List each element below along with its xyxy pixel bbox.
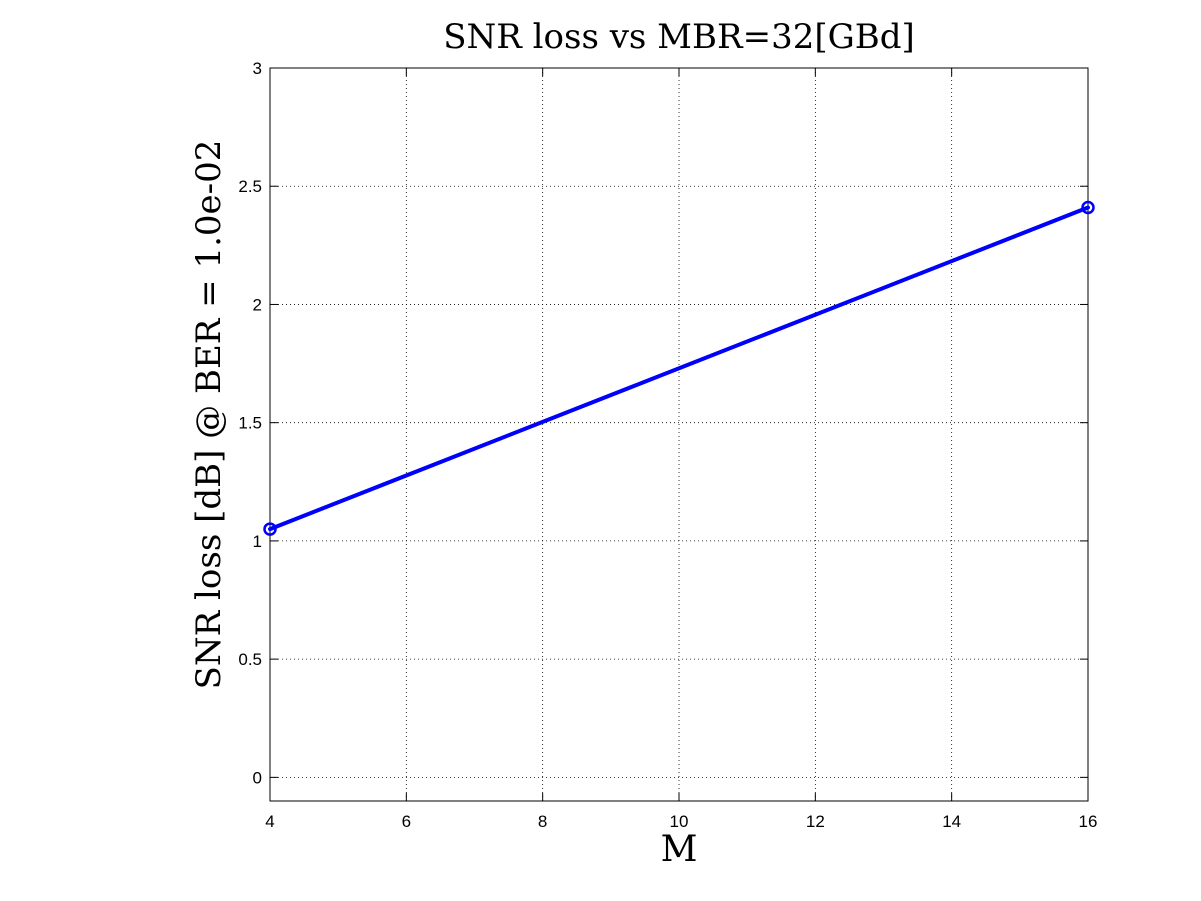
x-tick-label: 10 [670, 812, 689, 831]
y-tick-label: 3 [253, 59, 262, 78]
y-axis-label: SNR loss [dB] @ BER = 1.0e-02 [189, 140, 229, 690]
y-tick-label: 1.5 [238, 414, 262, 433]
y-tick-label: 0.5 [238, 650, 262, 669]
x-tick-label: 12 [806, 812, 825, 831]
y-tick-label: 0 [253, 768, 262, 787]
y-tick-label: 2.5 [238, 177, 262, 196]
x-tick-label: 16 [1079, 812, 1098, 831]
chart-title: SNR loss vs MBR=32[GBd] [443, 17, 915, 57]
x-tick-label: 8 [538, 812, 547, 831]
data-point [263, 522, 277, 536]
y-tick-label: 1 [253, 532, 262, 551]
grid [270, 68, 1088, 801]
x-axis-label: M [661, 829, 698, 870]
axis-ticks [269, 67, 1089, 801]
series-line [268, 205, 1090, 532]
y-tick-label: 2 [253, 295, 262, 314]
y-tick-labels: 0 0.5 1 1.5 2 2.5 3 [238, 59, 262, 787]
x-tick-label: 4 [265, 812, 274, 831]
x-tick-label: 14 [942, 812, 961, 831]
data-point [1081, 200, 1095, 215]
x-tick-label: 6 [402, 812, 411, 831]
series-layer [263, 200, 1095, 536]
x-tick-labels: 4 6 8 10 12 14 16 [265, 812, 1097, 831]
